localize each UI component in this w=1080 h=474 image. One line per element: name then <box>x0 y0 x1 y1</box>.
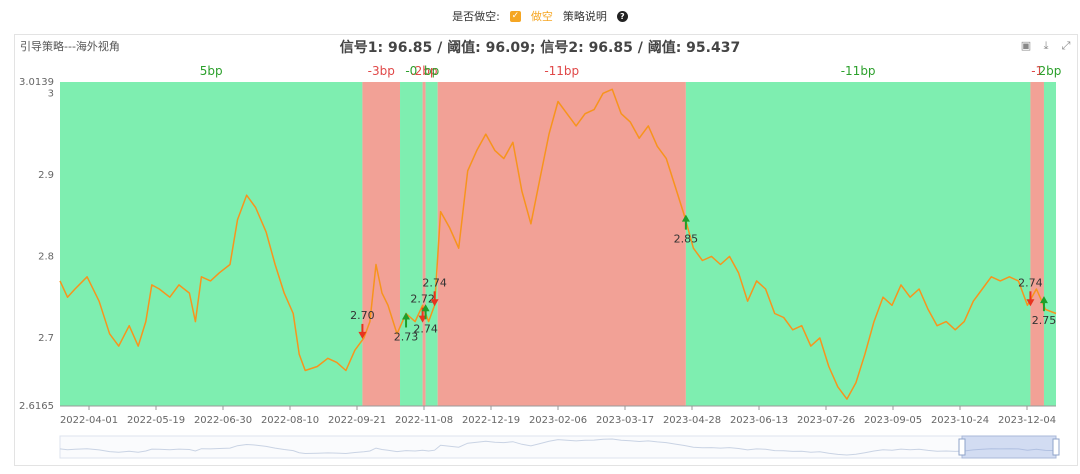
zoom-slider-preview <box>59 438 1057 456</box>
sell-signal-arrow <box>1026 291 1035 307</box>
help-icon[interactable]: ? <box>616 10 628 22</box>
y-tick-label: 2.9 <box>38 170 54 181</box>
short-option-label[interactable]: 做空 <box>530 10 553 23</box>
band-long <box>685 82 1031 406</box>
signal-label: 2.73 <box>394 330 419 343</box>
band-long <box>425 82 438 406</box>
band-label: -0 <box>405 64 417 78</box>
signal-label: 2.74 <box>422 276 447 289</box>
signal-label: 2.72 <box>410 293 435 306</box>
band-short <box>1030 82 1044 406</box>
signal-label: 2.70 <box>350 309 375 322</box>
arrow-head <box>421 304 430 312</box>
x-tick-label: 2022-09-21 <box>328 415 386 426</box>
x-tick-label: 2022-08-10 <box>261 415 319 426</box>
band-long <box>60 82 363 406</box>
band-label: -11bp <box>544 64 579 78</box>
strategy-title: 引导策略---海外视角 <box>20 40 120 53</box>
zoom-handle-left[interactable] <box>958 438 966 456</box>
band-long <box>1043 82 1056 406</box>
band-long <box>400 82 423 406</box>
chart-panel <box>14 34 1078 466</box>
band-label: -3bp <box>368 64 395 78</box>
band-label: 2bp <box>1039 64 1062 78</box>
fullscreen-icon[interactable]: ⤢ <box>1061 39 1071 52</box>
signal-label: 2.74 <box>413 322 438 335</box>
x-tick-label: 2023-04-28 <box>663 415 721 426</box>
sell-signal-arrow <box>418 307 427 323</box>
x-tick-label: 2023-07-26 <box>797 415 855 426</box>
arrow-head <box>430 299 439 307</box>
band-short <box>437 82 686 406</box>
x-tick-label: 2023-10-24 <box>931 415 989 426</box>
download-icon[interactable]: ⤓ <box>1043 39 1049 52</box>
short-question-label: 是否做空: <box>452 10 500 23</box>
band-label: bp <box>424 64 439 78</box>
zoom-handle-right[interactable] <box>1052 438 1060 456</box>
short-toggle-bar: 是否做空: ✓ 做空 策略说明 ? <box>0 6 1080 26</box>
signal-label: 2.74 <box>1018 276 1043 289</box>
signal-summary: 信号1: 96.85 / 阈值: 96.09; 信号2: 96.85 / 阈值:… <box>339 40 741 56</box>
y-tick-label: 3 <box>48 88 54 99</box>
band-label: -11bp <box>841 64 876 78</box>
x-tick-label: 2022-12-19 <box>462 415 520 426</box>
band-label: 5bp <box>200 64 223 78</box>
x-tick-label: 2022-05-19 <box>127 415 185 426</box>
arrow-head <box>1039 296 1048 304</box>
short-checkbox[interactable]: ✓ <box>509 10 521 22</box>
buy-signal-arrow <box>1039 296 1048 312</box>
y-tick-label: 2.8 <box>38 251 54 262</box>
strategy-help-link[interactable]: 策略说明 <box>562 10 607 23</box>
x-tick-label: 2023-06-13 <box>730 415 788 426</box>
signal-label: 2.85 <box>674 233 699 246</box>
sell-signal-arrow <box>430 291 439 307</box>
chart-toolbox: ▣ ⤓ ⤢ <box>1020 40 1072 52</box>
sell-signal-arrow <box>358 323 367 339</box>
x-tick-label: 2023-09-05 <box>864 415 922 426</box>
x-tick-label: 2023-02-06 <box>529 415 587 426</box>
series-line <box>59 88 1057 400</box>
band-label: -1 <box>1031 64 1043 78</box>
y-tick-label: 2.6165 <box>19 401 54 412</box>
zoom-window <box>961 435 1057 459</box>
band-short <box>362 82 401 406</box>
band-label: .2bp <box>411 64 438 78</box>
buy-signal-arrow <box>402 312 411 328</box>
arrow-head <box>681 214 690 222</box>
y-tick-label: 3.0139 <box>19 77 54 88</box>
signal-label: 2.75 <box>1032 314 1057 327</box>
band-short <box>422 82 426 406</box>
arrow-head <box>418 315 427 323</box>
image-icon[interactable]: ▣ <box>1020 39 1032 52</box>
buy-signal-arrow <box>421 304 430 320</box>
x-tick-label: 2022-06-30 <box>194 415 252 426</box>
arrow-head <box>1026 299 1035 307</box>
x-tick-label: 2022-04-01 <box>60 415 118 426</box>
x-tick-label: 2023-12-04 <box>998 415 1056 426</box>
y-tick-label: 2.7 <box>38 333 54 344</box>
arrow-head <box>402 312 411 320</box>
x-tick-label: 2022-11-08 <box>395 415 453 426</box>
arrow-head <box>358 331 367 339</box>
buy-signal-arrow <box>681 214 690 230</box>
x-tick-label: 2023-03-17 <box>596 415 654 426</box>
